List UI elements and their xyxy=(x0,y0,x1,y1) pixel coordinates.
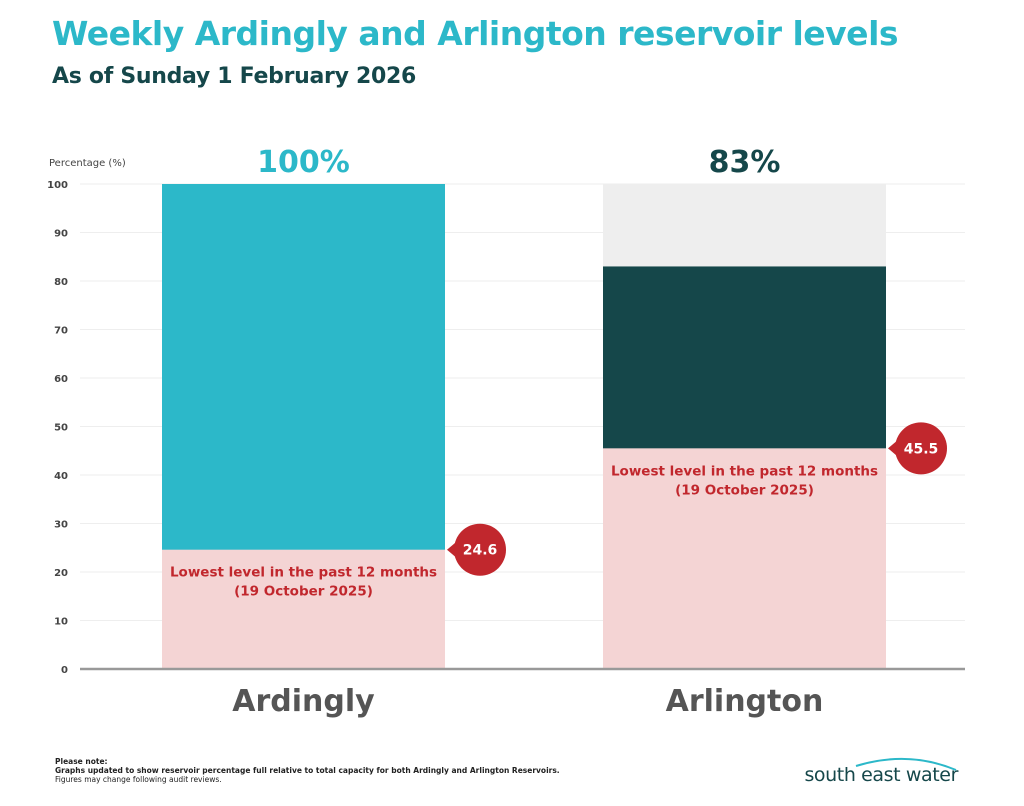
callout-value: 45.5 xyxy=(904,441,939,457)
reservoir-bar-chart: Percentage (%) 0 10 20 30 40 50 60 70 80 90 100 Lowe… xyxy=(47,145,965,719)
note-line-2: Figures may change following audit revie… xyxy=(55,775,222,784)
y-tick-label: 90 xyxy=(54,229,68,240)
lowest-level-date: (19 October 2025) xyxy=(675,482,814,498)
wave-icon xyxy=(855,757,957,771)
lowest-level-zone xyxy=(603,448,886,669)
callout-bubble xyxy=(454,523,506,576)
y-tick-label: 40 xyxy=(54,471,68,482)
y-axis-label: Percentage (%) xyxy=(49,158,126,169)
callout-bubble xyxy=(895,422,947,475)
note-line-1: Graphs updated to show reservoir percent… xyxy=(55,766,560,775)
y-tick-label: 100 xyxy=(47,180,68,191)
page-subtitle: As of Sunday 1 February 2026 xyxy=(52,64,417,89)
south-east-water-logo: south east water xyxy=(788,754,958,796)
bar-value-label: 100% xyxy=(257,145,350,180)
y-tick-label: 80 xyxy=(54,277,68,288)
bar-value-label: 83% xyxy=(709,145,781,180)
y-tick-label: 10 xyxy=(54,617,68,628)
lowest-level-text: Lowest level in the past 12 months xyxy=(170,565,437,581)
lowest-level-zone xyxy=(162,549,445,669)
callout-value: 24.6 xyxy=(463,543,498,559)
y-tick-label: 50 xyxy=(54,423,68,434)
y-tick-label: 20 xyxy=(54,568,68,579)
category-label: Arlington xyxy=(666,684,824,719)
y-tick-label: 0 xyxy=(61,665,68,676)
logo-text: south east water xyxy=(804,764,958,786)
y-tick-label: 60 xyxy=(54,374,68,385)
y-tick-label: 70 xyxy=(54,326,68,337)
y-tick-label: 30 xyxy=(54,520,68,531)
category-label: Ardingly xyxy=(232,684,375,719)
footer-note: Please note: Graphs updated to show rese… xyxy=(55,757,560,784)
note-heading: Please note: xyxy=(55,757,108,766)
page-title: Weekly Ardingly and Arlington reservoir … xyxy=(52,14,899,53)
lowest-level-date: (19 October 2025) xyxy=(234,584,373,600)
lowest-level-text: Lowest level in the past 12 months xyxy=(611,463,878,479)
